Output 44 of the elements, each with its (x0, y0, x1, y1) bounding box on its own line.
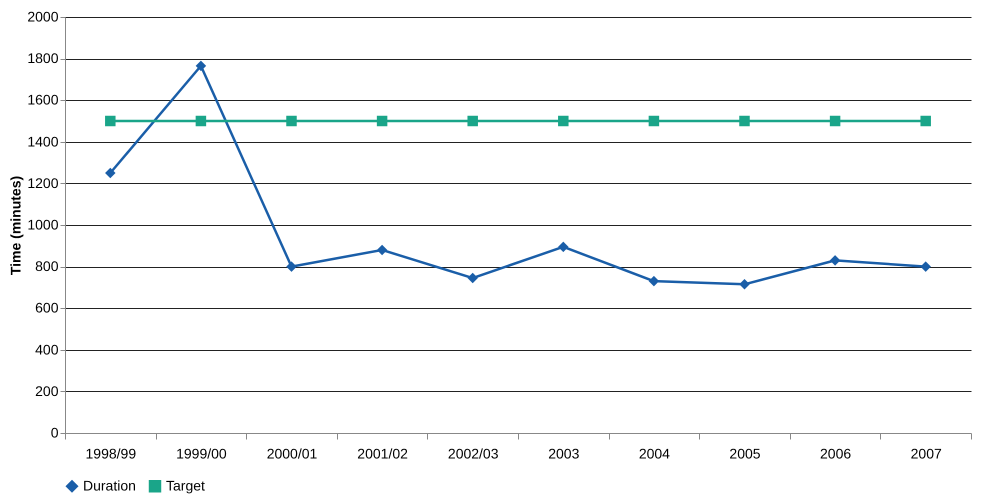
point (739, 116, 750, 126)
point (376, 116, 388, 126)
x-tick-label: 2000/01 (266, 446, 318, 462)
y-tick-label: 1400 (27, 133, 59, 150)
point (196, 60, 206, 72)
x-tick-label: 1998/99 (85, 446, 136, 462)
legend-label: Target (166, 477, 206, 494)
x-tick-label: 2001/02 (357, 446, 408, 462)
point (286, 116, 297, 126)
y-tick-label: 1200 (27, 174, 59, 191)
y-tick-label: 400 (35, 341, 59, 358)
x-tick-label: 2002/03 (448, 446, 499, 462)
y-tick-label: 200 (35, 382, 59, 399)
point (467, 116, 478, 126)
point (648, 116, 660, 126)
point (830, 255, 840, 266)
x-tick-label: 1999/00 (176, 446, 227, 462)
y-tick-label: 1000 (27, 216, 59, 232)
point (286, 261, 297, 272)
x-tick-label: 2005 (729, 446, 761, 462)
x-tick-label: 2003 (548, 446, 580, 462)
point (920, 116, 931, 126)
y-axis-title: Time (minutes) (7, 176, 24, 276)
x-tick-label: 2006 (820, 446, 852, 462)
point (105, 116, 116, 126)
y-tick-label: 2000 (27, 8, 59, 24)
point (648, 276, 660, 286)
point (739, 279, 750, 290)
y-tick-label: 600 (35, 300, 59, 316)
y-tick-label: 1600 (27, 92, 59, 108)
point (467, 272, 478, 284)
point (920, 261, 931, 272)
point (558, 116, 569, 126)
point (830, 116, 840, 126)
x-tick-label: 2007 (910, 446, 942, 462)
y-tick-label: 0 (50, 424, 59, 440)
point (105, 168, 116, 178)
point (376, 244, 388, 256)
y-tick-label: 800 (35, 258, 59, 274)
point (558, 242, 569, 252)
point (196, 116, 206, 126)
x-tick-label: 2004 (638, 446, 670, 462)
y-tick-label: 1800 (27, 50, 59, 66)
legend-label: Duration (83, 477, 136, 494)
